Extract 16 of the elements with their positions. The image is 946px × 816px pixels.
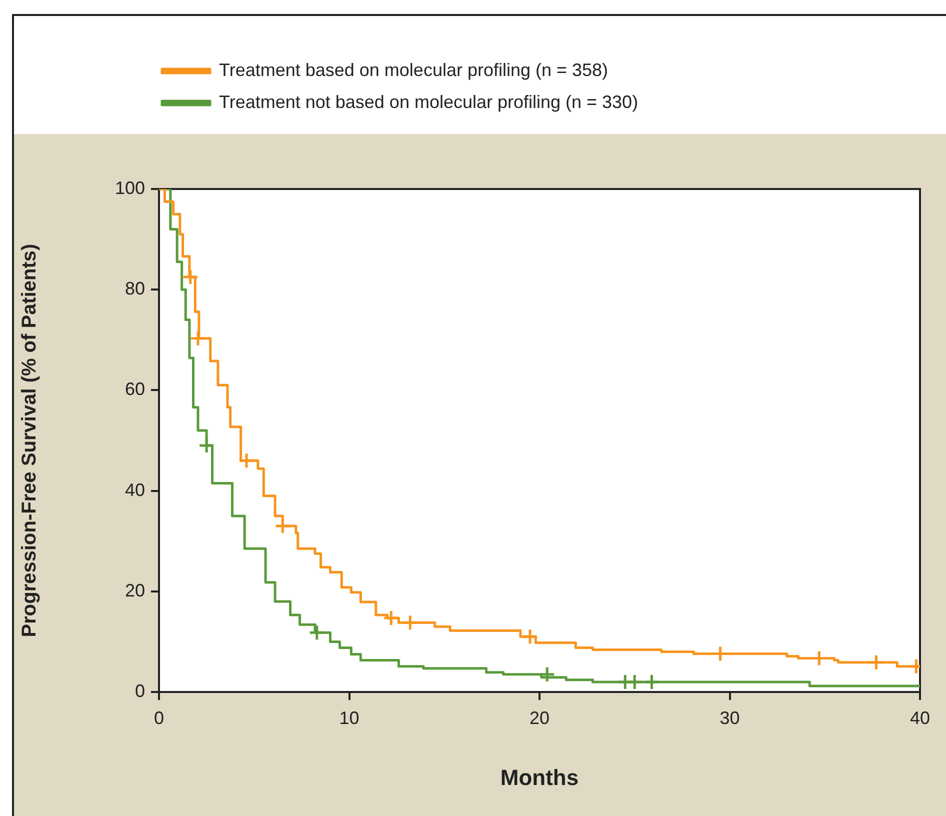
point xyxy=(182,268,199,286)
y-tick-label: 60 xyxy=(124,379,145,400)
legend-label: Treatment based on molecular profiling (n = 358) xyxy=(219,60,608,80)
y-axis-title: Progression-Free Survival (% of Patients) xyxy=(18,244,41,638)
y-tick-label: 20 xyxy=(124,580,145,600)
y-tick-label: 80 xyxy=(124,278,145,299)
x-tick-label: 20 xyxy=(529,708,550,728)
y-tick-label: 100 xyxy=(114,178,145,198)
legend-label: Treatment not based on molecular profiling (n = 330) xyxy=(219,92,638,112)
y-tick-label: 40 xyxy=(124,480,145,500)
x-axis-title: Months xyxy=(500,764,579,790)
x-tick-label: 30 xyxy=(720,708,740,728)
x-tick-label: 10 xyxy=(339,708,360,728)
x-tick-label: 0 xyxy=(154,708,164,728)
x-tick-label: 40 xyxy=(910,708,930,728)
y-tick-label: 0 xyxy=(134,680,145,701)
